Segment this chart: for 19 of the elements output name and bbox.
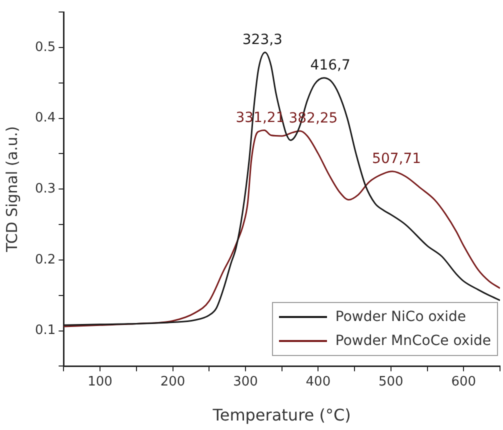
legend-label: Powder NiCo oxide	[335, 308, 466, 328]
y-tick-label: 0.2	[34, 252, 56, 268]
line-series	[64, 130, 500, 328]
annotation: 323,3	[242, 32, 282, 48]
x-tick-label: 600	[451, 374, 476, 390]
y-axis-title: TCD Signal (a.u.)	[2, 126, 21, 254]
y-tick-label: 0.5	[34, 40, 56, 55]
x-tick-label: 500	[378, 374, 404, 390]
annotation: 416,7	[310, 58, 350, 74]
y-tick-label: 0.3	[34, 181, 56, 196]
y-tick-label: 0.4	[34, 110, 56, 126]
x-axis-title: Temperature (°C)	[212, 406, 351, 425]
x-tick-label: 400	[306, 374, 331, 390]
y-tick-label: 0.1	[34, 323, 56, 338]
x-tick-label: 100	[88, 374, 112, 390]
annotation: 507,71	[372, 151, 422, 168]
legend-label: Powder MnCoCe oxide	[335, 332, 491, 352]
x-tick-label: 300	[233, 374, 258, 390]
x-tick-label: 200	[160, 374, 186, 390]
